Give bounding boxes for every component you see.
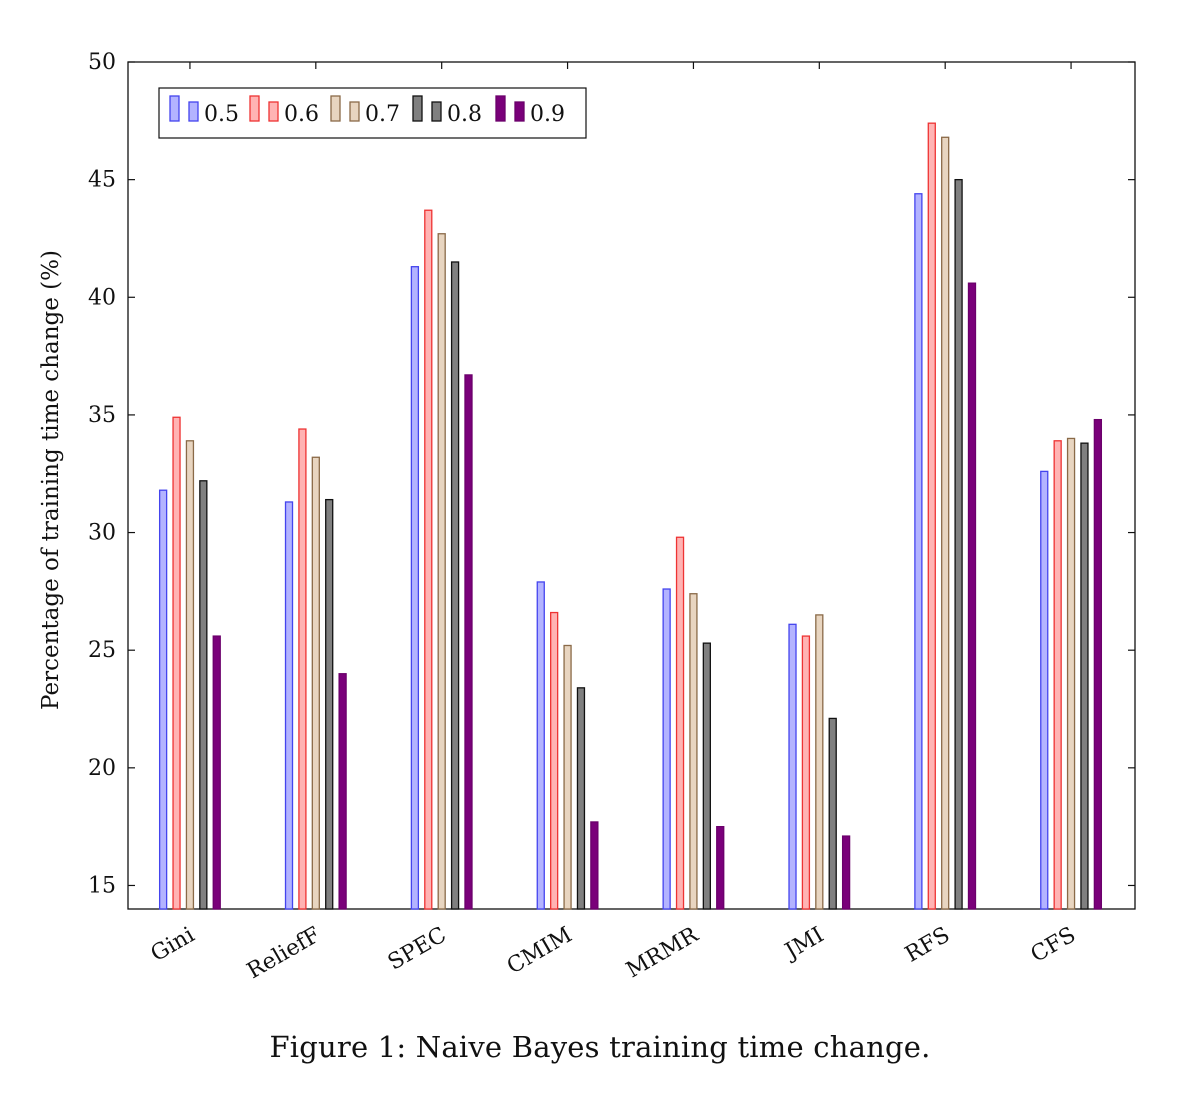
legend-swatch-short [268,101,279,122]
legend-swatch-tall [412,95,423,122]
y-tick-label: 15 [88,873,116,898]
bar-spec-0-8 [450,261,460,910]
bar-cmim-0-6 [550,611,559,910]
y-tick-label: 25 [88,638,116,663]
bar-rfs-0-5 [914,193,923,910]
legend-label: 0.9 [530,102,565,127]
bar-jmi-0-9 [841,835,851,910]
y-tick-label: 20 [88,756,116,781]
y-ticks: 15 20 25 30 35 40 45 50 [88,50,1135,898]
legend-label: 0.6 [284,102,319,127]
legend-swatch-short [514,101,525,122]
bar-gini-0-7 [185,440,195,910]
bar-jmi-0-8 [828,717,837,910]
figure-caption: Figure 1: Naive Bayes training time chan… [269,1030,931,1064]
bar-gini-0-5 [158,489,168,910]
legend-swatch-short [349,101,360,122]
y-tick-label: 30 [88,521,116,546]
category-label-relieff: ReliefF [243,923,325,985]
bar-relieff-0-5 [284,501,294,910]
y-tick-label: 50 [88,50,116,75]
bar-spec-0-5 [410,266,420,910]
legend-swatch-tall [495,95,506,122]
bar-gini-0-9 [212,635,221,910]
bar-jmi-0-6 [801,635,811,910]
bar-cmim-0-5 [536,581,545,910]
legend-swatch-tall [249,95,260,122]
bar-relieff-0-8 [325,498,334,910]
bar-mrmr-0-8 [702,642,711,910]
bar-rfs-0-7 [941,136,950,910]
category-labels: Gini ReliefF SPEC CMIM MRMR JMI RFS CFS [147,922,1080,984]
bar-cfs-0-5 [1040,470,1049,910]
legend-item-0-6: 0.6 [249,95,319,127]
legend: 0.5 0.6 0.7 0.8 0.9 [158,87,587,139]
bar-cfs-0-6 [1053,440,1062,910]
bar-cfs-0-8 [1080,442,1089,910]
bar-mrmr-0-6 [675,536,685,910]
category-label-rfs: RFS [901,923,954,968]
bar-rfs-0-9 [967,282,977,910]
category-label-cfs: CFS [1027,923,1080,968]
bar-relieff-0-6 [298,428,307,910]
y-tick-label: 45 [88,168,116,193]
bar-relieff-0-9 [338,673,347,910]
bar-cfs-0-7 [1066,437,1076,910]
y-tick-label: 35 [88,403,116,428]
legend-swatch-tall [169,95,180,122]
legend-swatch-short [431,101,442,122]
y-axis-title: Percentage of training time change (%) [38,250,64,710]
category-label-gini: Gini [147,923,199,968]
bar-mrmr-0-7 [689,593,698,910]
legend-swatch-short [188,101,199,122]
bar-chart: 15 20 25 30 35 40 45 50 Gini ReliefF SPEC CMIM MRMR… [38,50,1136,984]
bar-relieff-0-7 [311,456,320,910]
bar-rfs-0-8 [954,178,963,910]
bar-mrmr-0-9 [716,826,725,910]
bar-spec-0-7 [437,233,446,910]
legend-label: 0.8 [447,102,482,127]
legend-item-0-9: 0.9 [495,95,565,127]
legend-label: 0.7 [365,102,400,127]
bar-cmim-0-9 [590,821,599,910]
category-label-cmim: CMIM [503,923,577,980]
bar-cmim-0-8 [576,687,586,910]
bars [158,122,1103,910]
bar-cmim-0-7 [563,644,572,910]
bar-jmi-0-5 [788,623,797,910]
bar-mrmr-0-5 [662,588,671,910]
bar-gini-0-8 [199,480,208,910]
legend-item-0-8: 0.8 [412,95,482,127]
bar-jmi-0-7 [815,614,824,910]
bar-spec-0-6 [424,209,433,910]
bar-cfs-0-9 [1093,418,1103,910]
axes [127,61,1136,910]
bar-gini-0-6 [172,416,181,910]
y-tick-label: 40 [88,285,116,310]
bar-rfs-0-6 [927,122,936,910]
category-label-jmi: JMI [779,923,828,966]
legend-item-0-5: 0.5 [169,95,239,127]
legend-swatch-tall [330,95,341,122]
plot-frame [127,61,1136,910]
category-label-spec: SPEC [384,923,451,976]
legend-label: 0.5 [204,102,239,127]
legend-item-0-7: 0.7 [330,95,400,127]
bar-spec-0-9 [464,374,473,910]
category-label-mrmr: MRMR [622,922,703,983]
